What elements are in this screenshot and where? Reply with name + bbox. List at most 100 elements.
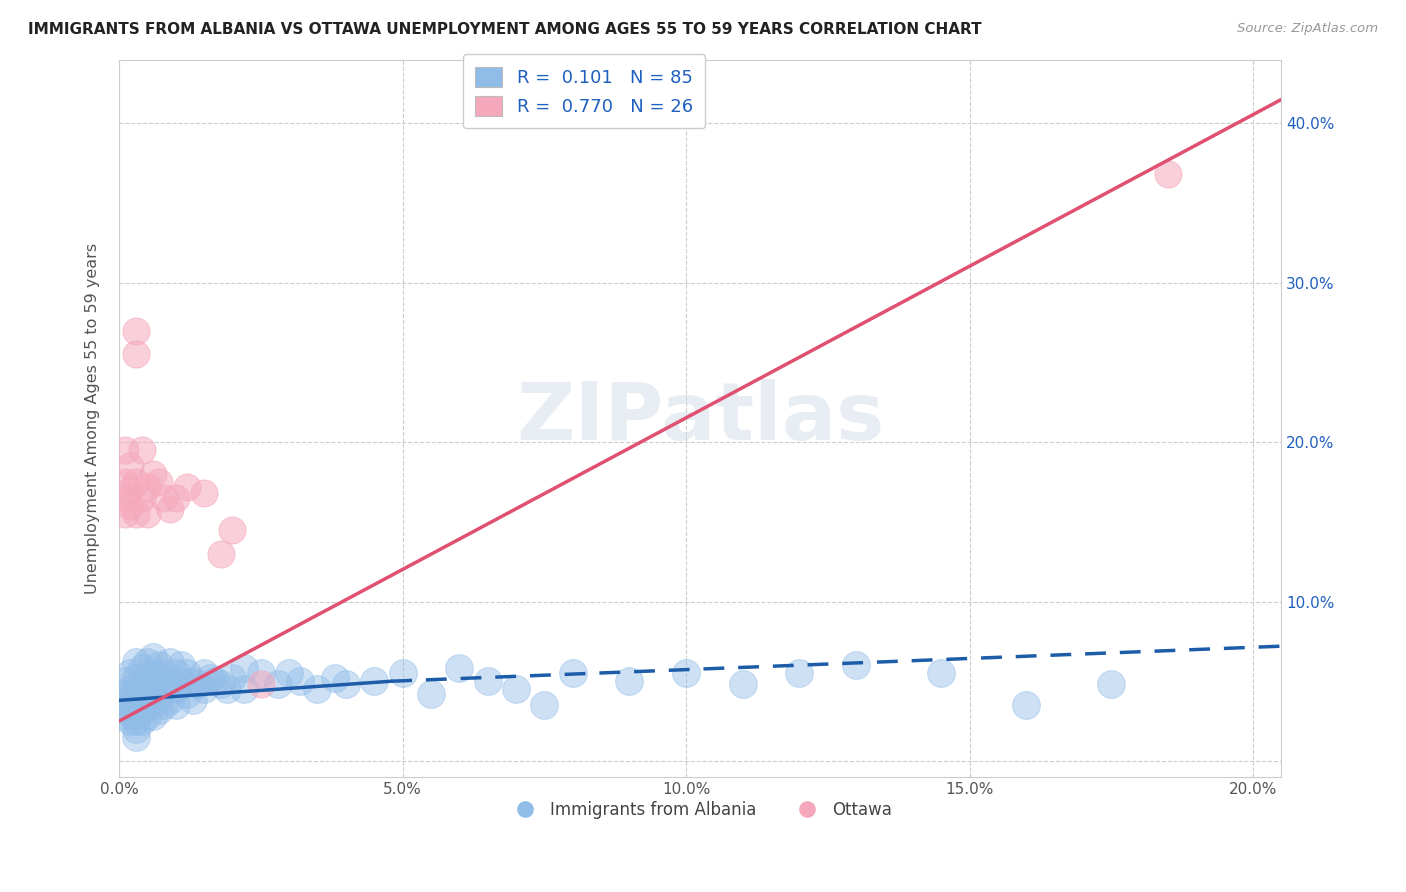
Legend: Immigrants from Albania, Ottawa: Immigrants from Albania, Ottawa [502, 795, 898, 826]
Point [125, 671, 148, 685]
Point [125, 655, 148, 669]
Point [198, 671, 221, 685]
Point [142, 666, 165, 681]
Point [114, 507, 136, 521]
Point [193, 682, 215, 697]
Point [209, 677, 232, 691]
Point [193, 486, 215, 500]
Point [232, 661, 254, 675]
Point [125, 507, 148, 521]
Point [125, 693, 148, 707]
Point [505, 682, 527, 697]
Point [114, 687, 136, 701]
Point [142, 467, 165, 481]
Point [1015, 698, 1038, 713]
Point [131, 703, 153, 717]
Point [131, 443, 153, 458]
Point [131, 491, 153, 505]
Point [165, 491, 187, 505]
Point [131, 714, 153, 728]
Point [307, 682, 329, 697]
Point [136, 671, 159, 685]
Point [125, 714, 148, 728]
Point [136, 687, 159, 701]
Point [125, 475, 148, 489]
Point [419, 687, 441, 701]
Point [335, 677, 357, 691]
Point [114, 709, 136, 723]
Point [165, 682, 187, 697]
Point [1157, 167, 1180, 181]
Point [449, 661, 471, 675]
Point [159, 502, 181, 516]
Point [290, 674, 312, 689]
Point [249, 677, 271, 691]
Point [136, 655, 159, 669]
Point [170, 674, 193, 689]
Y-axis label: Unemployment Among Ages 55 to 59 years: Unemployment Among Ages 55 to 59 years [86, 243, 100, 594]
Point [120, 499, 142, 513]
Point [477, 674, 499, 689]
Point [114, 491, 136, 505]
Point [114, 475, 136, 489]
Point [176, 687, 198, 701]
Point [1099, 677, 1122, 691]
Point [215, 682, 238, 697]
Point [136, 507, 159, 521]
Point [176, 480, 198, 494]
Point [114, 674, 136, 689]
Point [789, 666, 811, 681]
Point [120, 682, 142, 697]
Point [142, 650, 165, 665]
Point [209, 547, 232, 561]
Point [619, 674, 641, 689]
Point [176, 666, 198, 681]
Point [125, 324, 148, 338]
Point [136, 698, 159, 713]
Point [221, 523, 243, 537]
Point [142, 698, 165, 713]
Point [120, 458, 142, 473]
Point [165, 666, 187, 681]
Point [120, 666, 142, 681]
Point [120, 714, 142, 728]
Point [845, 658, 868, 673]
Text: IMMIGRANTS FROM ALBANIA VS OTTAWA UNEMPLOYMENT AMONG AGES 55 TO 59 YEARS CORRELA: IMMIGRANTS FROM ALBANIA VS OTTAWA UNEMPL… [28, 22, 981, 37]
Point [323, 671, 346, 685]
Point [278, 666, 301, 681]
Point [148, 658, 170, 673]
Point [267, 677, 290, 691]
Point [153, 698, 176, 713]
Point [187, 677, 209, 691]
Point [181, 693, 204, 707]
Point [153, 666, 176, 681]
Point [125, 722, 148, 736]
Point [142, 682, 165, 697]
Point [221, 671, 243, 685]
Text: Source: ZipAtlas.com: Source: ZipAtlas.com [1237, 22, 1378, 36]
Point [148, 703, 170, 717]
Point [153, 491, 176, 505]
Point [363, 674, 385, 689]
Point [131, 677, 153, 691]
Point [148, 690, 170, 705]
Point [193, 666, 215, 681]
Point [181, 674, 204, 689]
Point [125, 347, 148, 361]
Point [675, 666, 697, 681]
Point [136, 480, 159, 494]
Point [120, 483, 142, 497]
Point [561, 666, 583, 681]
Point [125, 730, 148, 744]
Point [159, 693, 181, 707]
Point [533, 698, 555, 713]
Point [125, 703, 148, 717]
Point [131, 690, 153, 705]
Point [136, 709, 159, 723]
Point [204, 674, 226, 689]
Point [391, 666, 413, 681]
Point [120, 693, 142, 707]
Text: ZIPatlas: ZIPatlas [516, 379, 884, 458]
Point [114, 443, 136, 458]
Point [142, 709, 165, 723]
